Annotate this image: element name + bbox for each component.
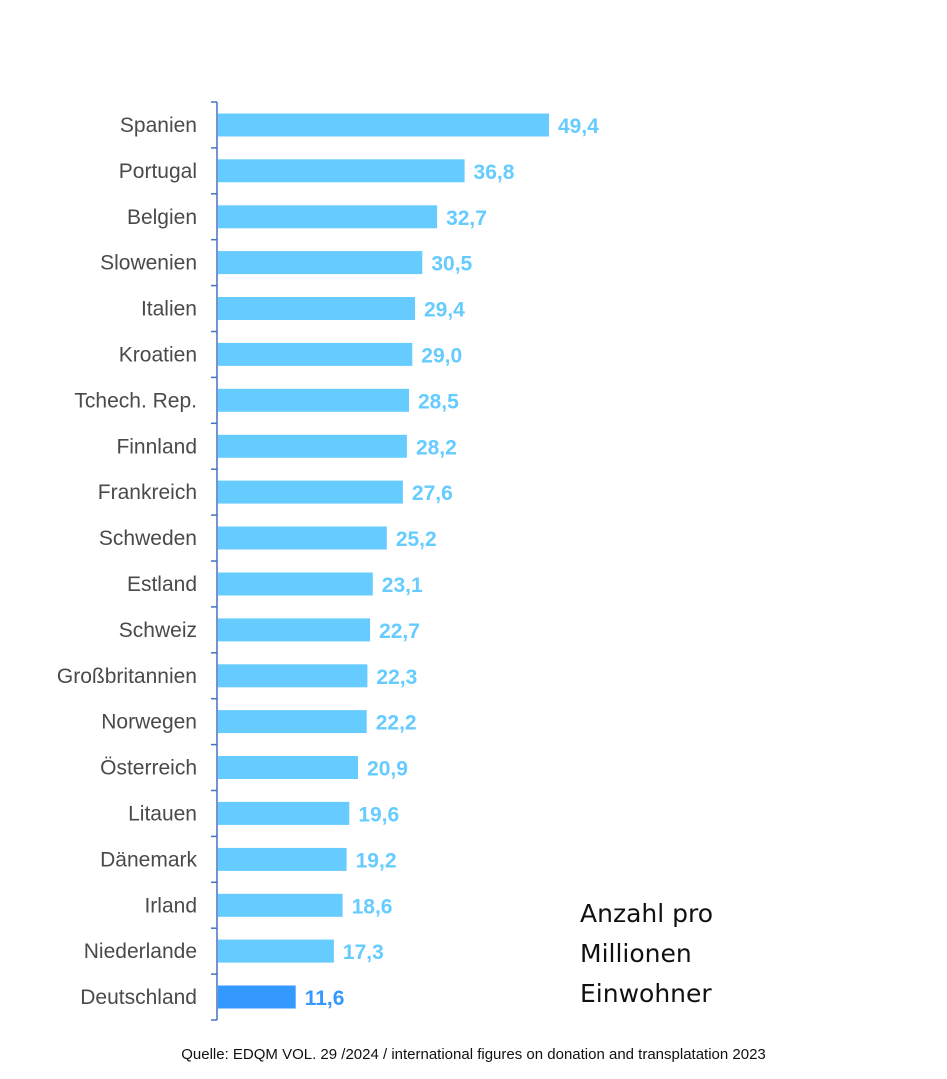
bar: [218, 710, 367, 734]
value-label: 29,0: [421, 344, 462, 367]
category-labels: Spanien Portugal Belgien Slowenien Italien Kr…: [57, 114, 198, 1009]
category-label: Deutschland: [80, 986, 197, 1009]
value-label: 11,6: [305, 987, 345, 1010]
category-label: Slowenien: [100, 252, 197, 275]
value-label: 27,6: [412, 482, 453, 505]
value-label: 32,7: [446, 207, 487, 230]
category-label: Schweiz: [119, 619, 197, 642]
category-label: Estland: [127, 573, 197, 596]
value-label: 29,4: [424, 299, 465, 322]
bar: [218, 205, 438, 229]
value-label: 20,9: [367, 758, 408, 781]
value-labels: 49,4 36,8 32,7 30,5 29,4 29,0 28,5 28,2 27,6 25,2…: [305, 115, 599, 1010]
value-label: 25,2: [396, 528, 437, 551]
category-label: Österreich: [100, 757, 197, 780]
category-axis: [211, 101, 218, 1021]
category-label: Portugal: [119, 160, 197, 183]
bar: [218, 388, 409, 412]
category-label: Niederlande: [84, 940, 197, 963]
bar: [218, 342, 413, 366]
bar: [218, 801, 350, 825]
value-label: 30,5: [431, 253, 472, 276]
bar: [218, 939, 334, 963]
value-label: 22,2: [376, 712, 417, 735]
category-label: Großbritannien: [57, 665, 197, 688]
category-label: Frankreich: [98, 481, 197, 504]
value-label: 28,5: [418, 390, 459, 413]
unit-note-line: Anzahl pro: [580, 899, 714, 928]
value-label: 18,6: [352, 895, 393, 918]
bar: [218, 618, 371, 642]
unit-note-line: Einwohner: [580, 979, 712, 1008]
category-label: Italien: [141, 298, 197, 321]
unit-note: Anzahl pro Millionen Einwohner: [580, 894, 880, 1014]
category-label: Kroatien: [119, 343, 197, 366]
category-label: Norwegen: [101, 711, 197, 734]
bar: [218, 893, 343, 917]
source-note: Quelle: EDQM VOL. 29 /2024 / internation…: [181, 1046, 766, 1063]
bar: [218, 434, 407, 458]
bar: [218, 847, 347, 871]
category-label: Belgien: [127, 206, 197, 229]
category-label: Schweden: [99, 527, 197, 550]
bar: [218, 159, 465, 183]
bar: [218, 985, 296, 1009]
value-label: 28,2: [416, 436, 457, 459]
value-label: 19,2: [356, 849, 397, 872]
value-label: 23,1: [382, 574, 423, 597]
category-label: Litauen: [128, 802, 197, 825]
value-label: 36,8: [474, 161, 515, 184]
category-label: Spanien: [120, 114, 197, 137]
value-label: 22,7: [379, 620, 420, 643]
category-label: Irland: [144, 894, 197, 917]
bar: [218, 526, 387, 550]
bar: [218, 480, 403, 504]
value-label: 22,3: [376, 666, 417, 689]
bars: [218, 113, 549, 1009]
category-label: Tchech. Rep.: [74, 389, 197, 412]
bar: [218, 572, 373, 596]
value-label: 17,3: [343, 941, 384, 964]
value-label: 49,4: [558, 115, 599, 138]
unit-note-line: Millionen: [580, 939, 692, 968]
bar: [218, 756, 358, 779]
value-label: 19,6: [358, 803, 399, 826]
bar: [218, 113, 549, 137]
bar: [218, 297, 415, 320]
category-label: Dänemark: [100, 848, 197, 871]
bar: [218, 251, 423, 275]
category-label: Finnland: [116, 435, 197, 458]
bar: [218, 664, 368, 688]
